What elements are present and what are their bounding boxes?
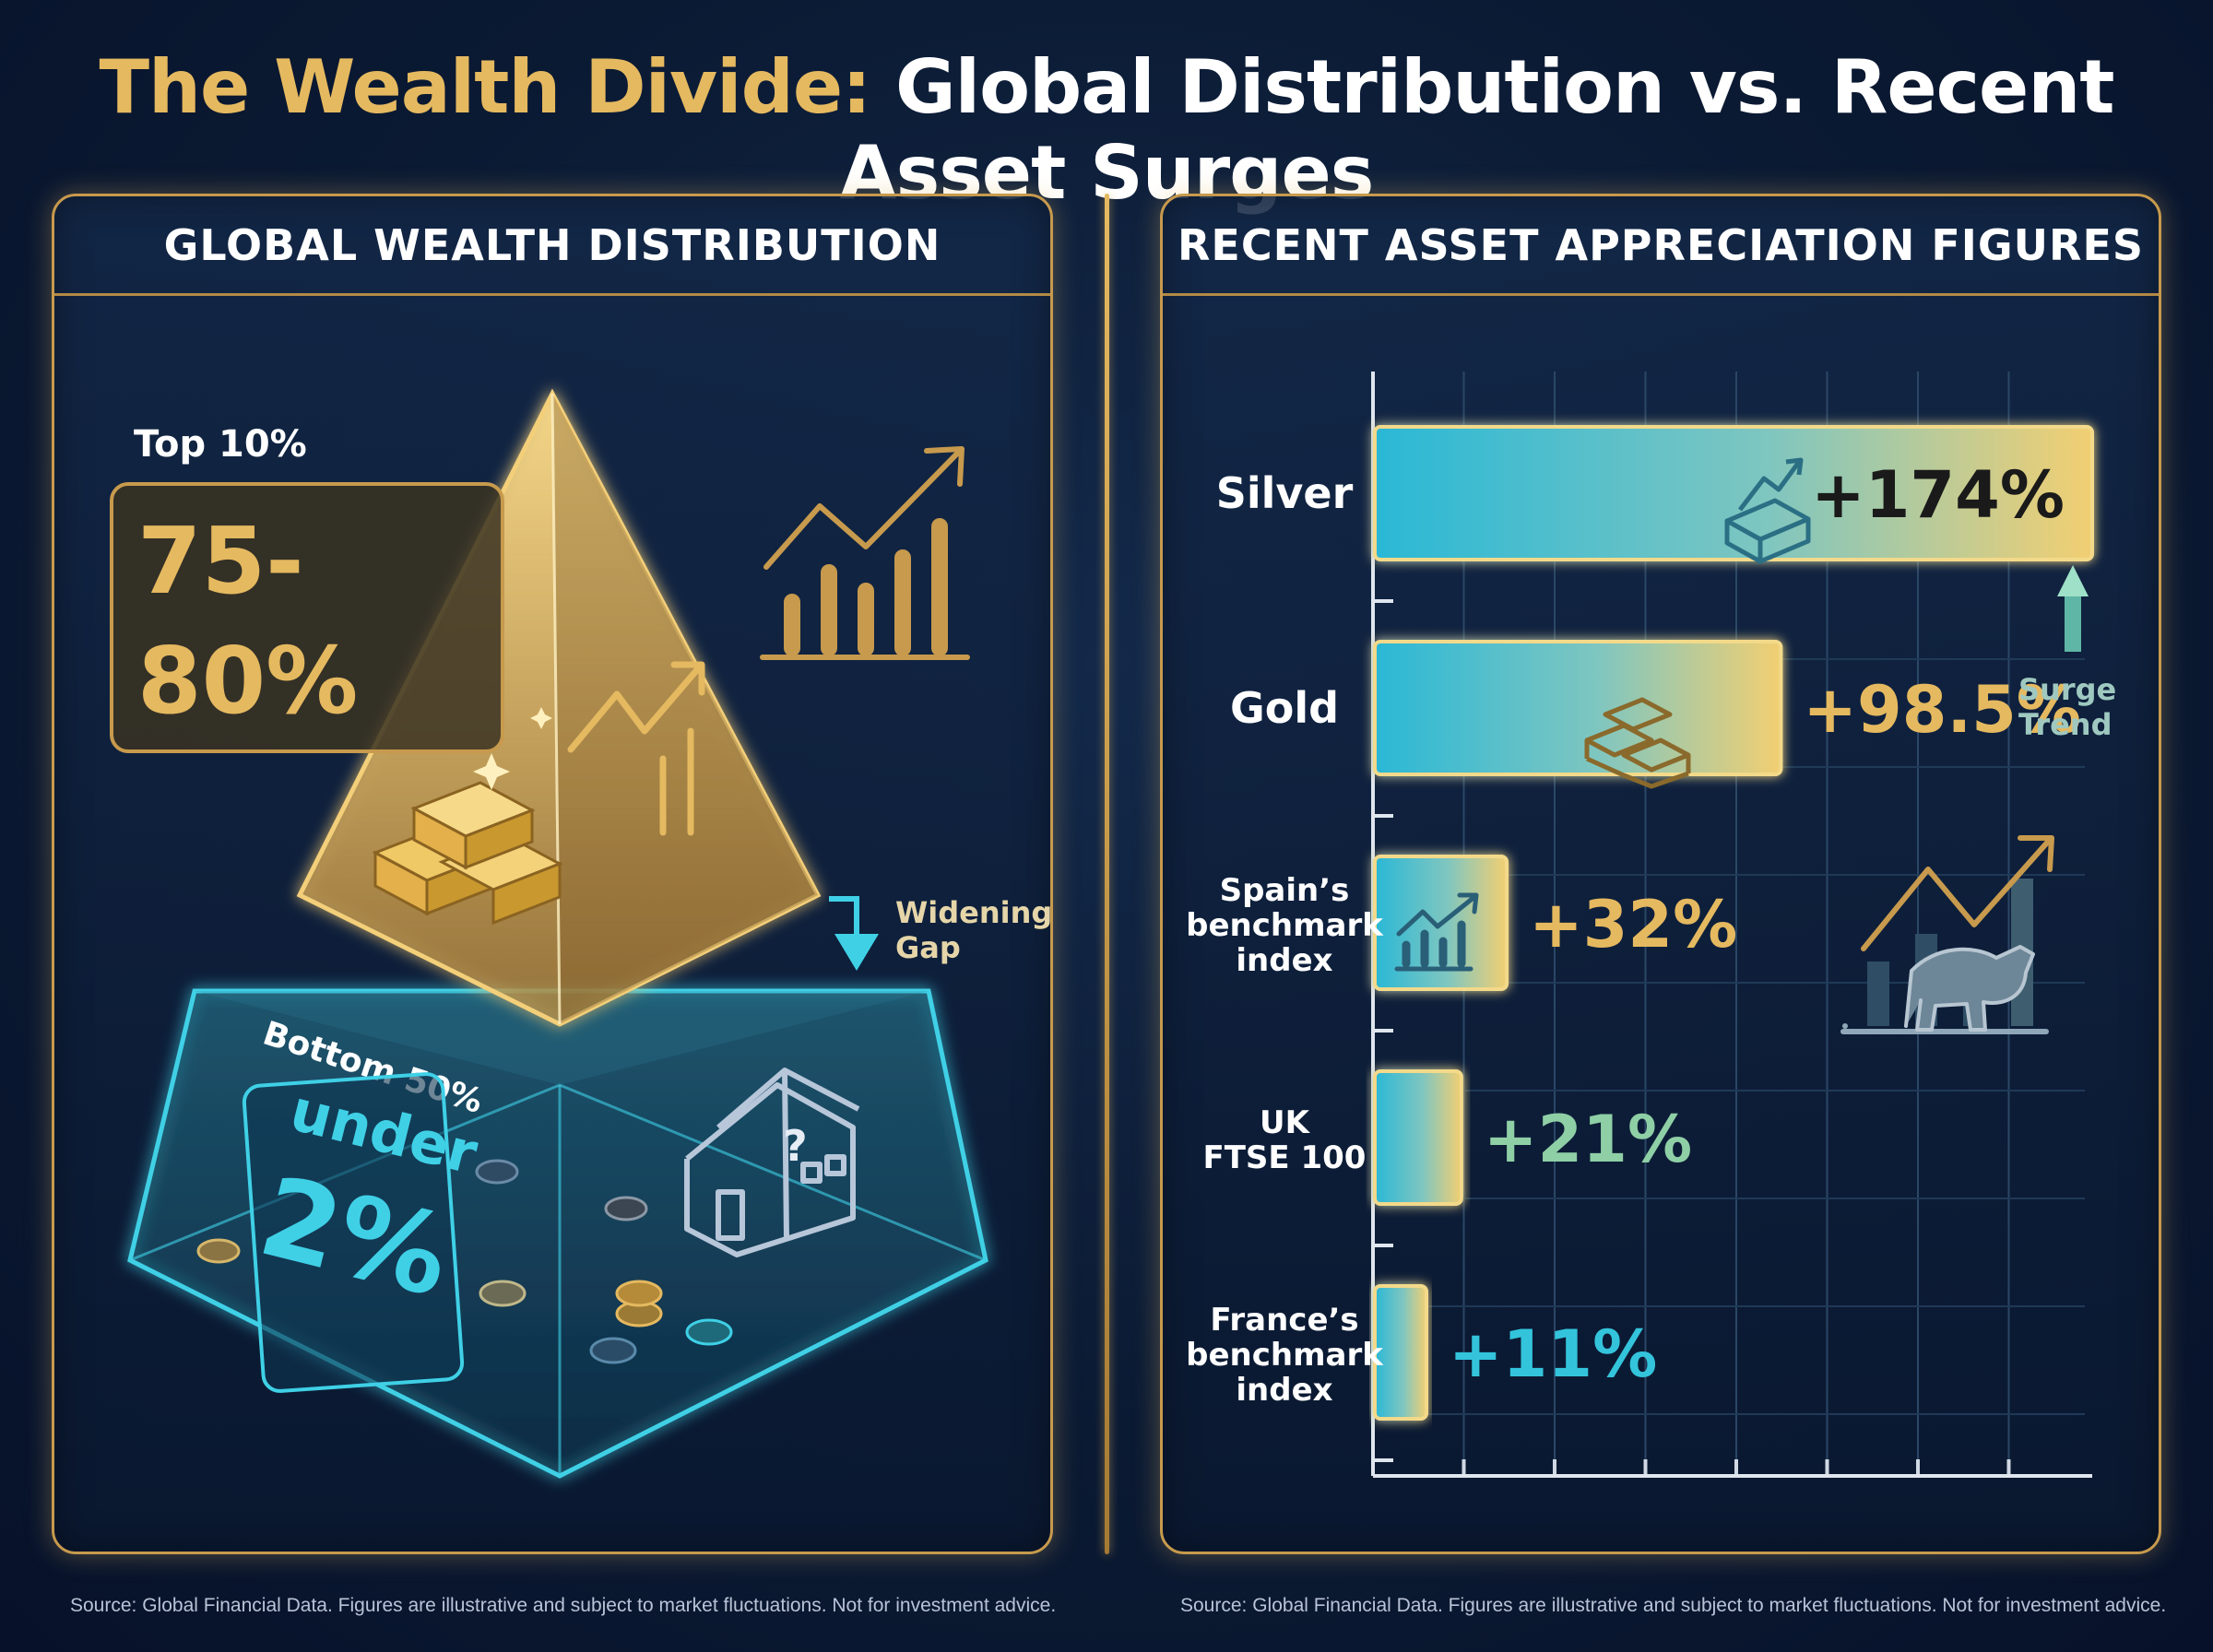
top-value-line2: 80% [137, 627, 358, 735]
coin-icon [196, 1159, 733, 1364]
sparkle-icon [473, 707, 552, 790]
page-title: The Wealth Divide: Global Distribution v… [0, 44, 2213, 216]
pyramid-top [296, 388, 822, 1027]
bar-1 [1373, 425, 2094, 561]
growth-chart-icon [760, 446, 970, 660]
bar-2 [1373, 640, 1783, 776]
top-10-label: Top 10% [134, 423, 307, 466]
chart-bars: Silver +174% Gold +98.5% Spain’s benchmark ind… [1186, 425, 2094, 1421]
bar-5 [1373, 1284, 1428, 1421]
top-value-line1: 75- [137, 507, 304, 615]
category-label: France’s benchmark index [1186, 1302, 1384, 1409]
gap-label-line1: Widening [895, 895, 1052, 930]
gold-bars-icon [1584, 697, 1691, 789]
value-label: +174% [1811, 457, 2065, 533]
title-highlight: The Wealth Divide: [99, 44, 871, 130]
top-value-box [110, 482, 504, 753]
asset-bar-chart: Silver +174% Gold +98.5% Spain’s benchmark ind… [1186, 372, 2116, 1478]
surge-label-line1: Surge [2018, 672, 2116, 707]
bar-4 [1373, 1069, 1463, 1206]
pyramid-illustration: Top 10% 75- 80% Widening Gap Bottom 50% … [110, 388, 1052, 1479]
category-label: Gold [1230, 683, 1339, 733]
left-source-note: Source: Global Financial Data. Figures a… [70, 1595, 1057, 1616]
bull-chart-icon [1840, 835, 2054, 1034]
widening-gap-arrow-icon [829, 896, 879, 971]
wealth-distribution-panel: GLOBAL WEALTH DISTRIBUTION [52, 194, 1053, 1554]
value-label: +32% [1529, 887, 1737, 962]
asset-appreciation-panel: RECENT ASSET APPRECIATION FIGURES Silver… [1160, 194, 2161, 1554]
title-rest: Global Distribution vs. Recent Asset Sur… [839, 44, 2115, 216]
gap-label-line2: Gap [895, 930, 961, 965]
value-label: +11% [1449, 1316, 1657, 1392]
panel-divider [1105, 194, 1109, 1554]
category-label: Silver [1216, 468, 1354, 518]
house-question-icon: ? [684, 1068, 860, 1257]
surge-arrow-icon [2057, 565, 2089, 652]
silver-bar-icon [1724, 457, 1811, 564]
value-label: +98.5% [1803, 672, 2080, 748]
category-label: UK FTSE 100 [1203, 1104, 1367, 1176]
gold-bars-icon [372, 781, 563, 926]
right-panel-heading: RECENT ASSET APPRECIATION FIGURES [1163, 196, 2159, 296]
bottom-value-box [242, 1072, 465, 1393]
trend-chart-icon [567, 661, 705, 836]
right-source-note: Source: Global Financial Data. Figures a… [1180, 1595, 2167, 1616]
value-label: +21% [1484, 1102, 1692, 1177]
question-mark: ? [783, 1121, 808, 1171]
category-label: Spain’s benchmark index [1186, 872, 1384, 979]
growth-chart-icon [1394, 892, 1479, 972]
left-panel-heading: GLOBAL WEALTH DISTRIBUTION [54, 196, 1050, 296]
surge-label-line2: Trend [2018, 707, 2112, 742]
